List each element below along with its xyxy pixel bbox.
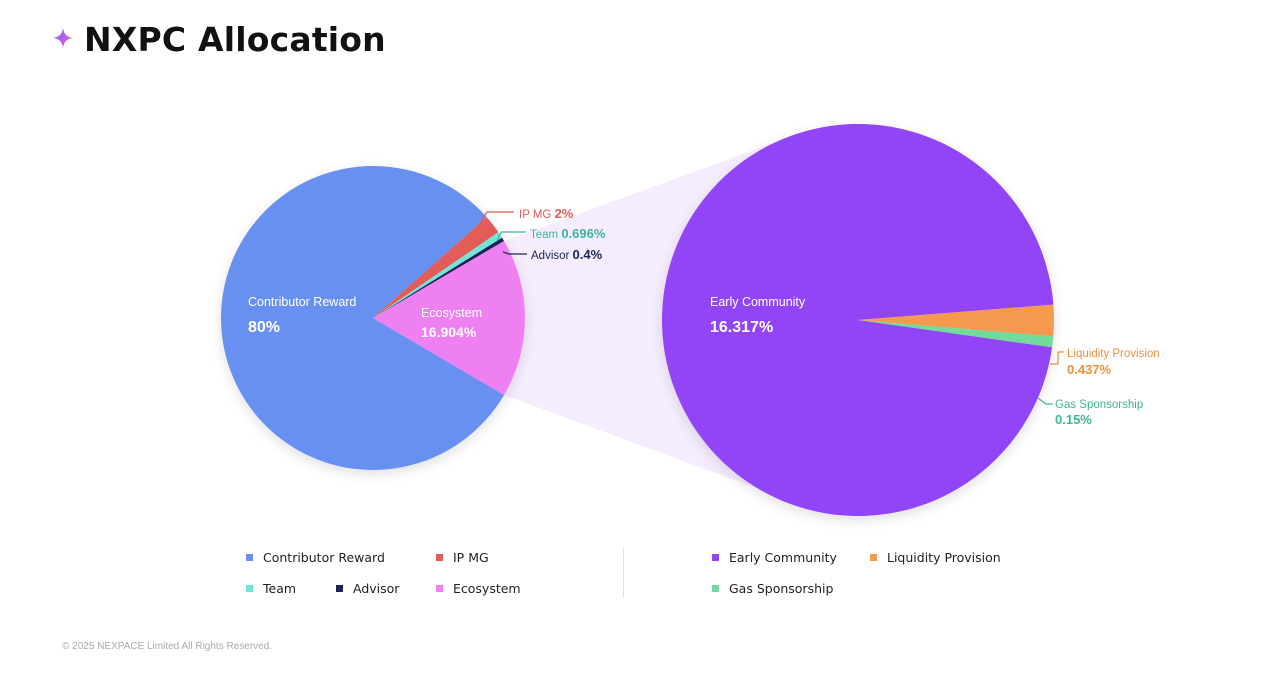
value-liquidity-provision: 0.437% [1067,362,1112,377]
legend-item-advisor: Advisor [336,581,399,596]
slice-value: 0.4% [573,247,603,262]
label-gas-sponsorship: Gas Sponsorship [1055,399,1143,411]
callout-line-gas-sponsorship [1037,397,1053,405]
pie-slice-team [373,232,503,318]
legend-swatch [870,554,877,561]
value-ecosystem: 16.904% [421,324,477,340]
pie-slice-advisor [373,237,505,318]
legend-label: Gas Sponsorship [729,581,834,596]
pie-left [220,166,525,471]
label-contributor-reward: Contributor Reward [248,295,356,309]
title-row: NXPC Allocation [52,20,386,59]
callout-ip-mg: IP MG 2% [519,206,574,221]
legend-swatch [336,585,343,592]
label-ecosystem: Ecosystem [421,306,482,320]
page-title: NXPC Allocation [84,20,386,59]
pie-slice-ip-mg [373,217,499,318]
value-contributor-reward: 80% [248,319,280,336]
callout-line-ip-mg [477,211,514,227]
pie-slice-liquidity-provision [858,304,1054,337]
legend-item-gas-sponsorship: Gas Sponsorship [712,581,833,596]
callout-line-team [496,231,526,242]
legend-item-early-community: Early Community [712,550,837,565]
legend-item-ecosystem: Ecosystem [436,581,521,596]
pie-slice-gas-sponsorship [858,320,1054,348]
label-early-community: Early Community [710,295,806,309]
legend-swatch [246,554,253,561]
value-gas-sponsorship: 0.15% [1055,412,1092,427]
legend-label: Advisor [353,581,400,596]
slice-label: Team [530,229,561,241]
legend-label: Ecosystem [453,581,521,596]
legend-swatch [436,554,443,561]
label-liquidity-provision: Liquidity Provision [1067,348,1160,360]
callout-advisor: Advisor 0.4% [531,247,603,262]
legend-item-team: Team [246,581,296,596]
pie-slice-contributor-reward [220,166,505,471]
legend-item-ip-mg: IP MG [436,550,489,565]
callout-line-advisor [502,251,527,255]
slice-label: Advisor [531,250,573,262]
legend-label: Early Community [729,550,837,565]
legend-item-liquidity-provision: Liquidity Provision [870,550,1001,565]
copyright-text: © 2025 NEXPACE Limited All Rights Reserv… [62,641,273,652]
slice-value: 2% [555,206,574,221]
sparkle-star-icon [52,27,74,53]
legend-swatch [436,585,443,592]
pie-slice-early-community [661,124,1054,517]
callout-team: Team 0.696% [530,226,606,241]
legend-label: IP MG [453,550,489,565]
legend-swatch [246,585,253,592]
callout-line-liquidity-provision [1050,351,1064,365]
legend-item-contributor-reward: Contributor Reward [246,550,385,565]
pie-slice-ecosystem [373,241,525,395]
legend-label: Liquidity Provision [887,550,1001,565]
legend-swatch [712,554,719,561]
legend-divider [623,548,624,598]
slice-value: 0.696% [561,226,606,241]
slice-label: IP MG [519,209,555,221]
legend-label: Team [263,581,297,596]
legend-swatch [712,585,719,592]
pie-right [661,124,1054,517]
legend-label: Contributor Reward [263,550,385,565]
value-early-community: 16.317% [710,319,773,336]
